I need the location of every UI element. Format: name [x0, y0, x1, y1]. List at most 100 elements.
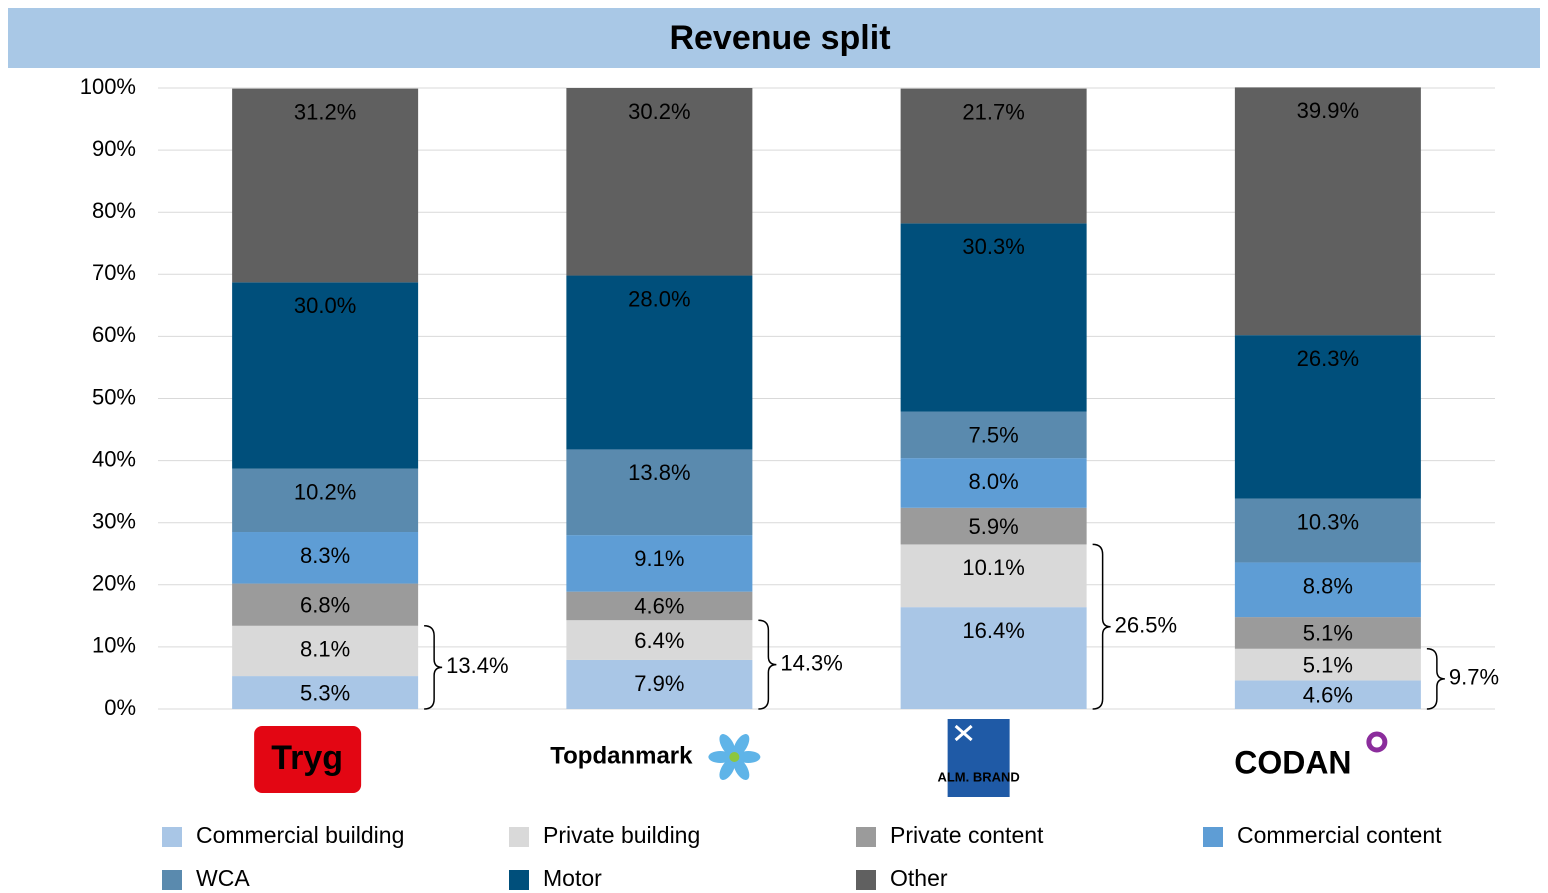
legend-swatch [856, 870, 876, 890]
legend-label: Commercial content [1237, 822, 1442, 848]
value-label: 30.0% [294, 293, 356, 318]
value-label: 26.3% [1297, 346, 1359, 371]
bar-segment [232, 583, 419, 626]
y-tick-label: 60% [92, 322, 136, 347]
bar-segment [566, 275, 753, 450]
bar-segment [900, 607, 1087, 709]
legend-swatch [509, 827, 529, 847]
value-label: 9.1% [634, 546, 684, 571]
value-label: 5.1% [1303, 621, 1353, 646]
value-label: 4.6% [1303, 683, 1353, 708]
value-label: 21.7% [962, 99, 1024, 124]
bar-segment [566, 449, 753, 536]
bar-segment [232, 88, 419, 283]
value-label: 30.3% [962, 234, 1024, 259]
value-label: 8.8% [1303, 573, 1353, 598]
logo-petal [719, 734, 736, 756]
y-tick-label: 0% [104, 695, 136, 720]
y-tick-label: 90% [92, 136, 136, 161]
bracket-label: 13.4% [446, 653, 508, 678]
legend-label: Private content [890, 822, 1044, 848]
legend-label: Motor [543, 865, 602, 891]
legend-label: Private building [543, 822, 700, 848]
bar-segment [566, 620, 753, 660]
bar-segment [232, 676, 419, 709]
legend-label: Other [890, 865, 948, 891]
legend-label: WCA [196, 865, 250, 891]
chart-title: Revenue split [669, 19, 890, 57]
value-label: 6.8% [300, 592, 350, 617]
value-label: 10.2% [294, 479, 356, 504]
bar-segment [1234, 498, 1421, 563]
legend-swatch [509, 870, 529, 890]
bar-segment [900, 507, 1087, 545]
bracket-label: 9.7% [1449, 665, 1499, 690]
value-label: 16.4% [962, 618, 1024, 643]
value-label: 8.0% [969, 469, 1019, 494]
bar-segment [900, 88, 1087, 224]
value-label: 6.4% [634, 628, 684, 653]
logo-almbrand [947, 719, 1010, 797]
y-tick-label: 20% [92, 571, 136, 596]
legend-swatch [162, 870, 182, 890]
bar-segment [900, 411, 1087, 459]
y-tick-label: 70% [92, 260, 136, 285]
logo-petal [708, 751, 733, 763]
bar-segment [232, 625, 419, 677]
value-label: 7.9% [634, 671, 684, 696]
value-label: 10.3% [1297, 509, 1359, 534]
logo-petal [733, 758, 750, 780]
y-tick-label: 100% [80, 74, 136, 99]
logo-petal [736, 751, 761, 763]
logo-text: ALM. BRAND [937, 769, 1019, 784]
legend-swatch [856, 827, 876, 847]
value-label: 10.1% [962, 555, 1024, 580]
bar-segment [232, 282, 419, 469]
value-label: 4.6% [634, 594, 684, 619]
value-label: 5.3% [300, 680, 350, 705]
value-label: 5.9% [969, 514, 1019, 539]
bar-segment [1234, 648, 1421, 681]
bar-segment [1234, 617, 1421, 649]
bar-segment [566, 88, 753, 276]
y-tick-label: 30% [92, 509, 136, 534]
legend-label: Commercial building [196, 822, 404, 848]
value-label: 5.1% [1303, 652, 1353, 677]
value-label: 8.1% [300, 637, 350, 662]
bar-segment [1234, 680, 1421, 709]
y-tick-label: 80% [92, 198, 136, 223]
logo-ring [1366, 731, 1388, 753]
bar-segment [900, 458, 1087, 508]
y-tick-label: 10% [92, 633, 136, 658]
logo-flag [954, 724, 973, 742]
bracket-label: 26.5% [1115, 613, 1177, 638]
bracket [758, 619, 777, 710]
bar-segment [566, 535, 753, 592]
bar-segment [1234, 562, 1421, 618]
bar-segment [566, 659, 753, 709]
bar-segment [1234, 335, 1421, 499]
logo-petal [733, 734, 750, 756]
value-label: 8.3% [300, 543, 350, 568]
y-tick-label: 50% [92, 384, 136, 409]
logo-text: Topdanmark [550, 742, 693, 769]
bracket [1426, 648, 1445, 710]
bracket [424, 625, 443, 710]
bracket [1092, 543, 1111, 710]
logo-tryg [254, 726, 362, 793]
logo-petal [719, 758, 736, 780]
legend-swatch [1203, 827, 1223, 847]
logo-center [729, 752, 740, 762]
bar-segment [232, 532, 419, 584]
logo-text: CODAN [1234, 744, 1351, 780]
bar-segment [900, 544, 1087, 608]
title-band [8, 8, 1540, 68]
value-label: 31.2% [294, 99, 356, 124]
bar-segment [232, 468, 419, 533]
bar-segment [1234, 87, 1421, 336]
logo-text: Tryg [271, 739, 343, 777]
y-tick-label: 40% [92, 446, 136, 471]
legend-swatch [162, 827, 182, 847]
value-label: 28.0% [628, 286, 690, 311]
